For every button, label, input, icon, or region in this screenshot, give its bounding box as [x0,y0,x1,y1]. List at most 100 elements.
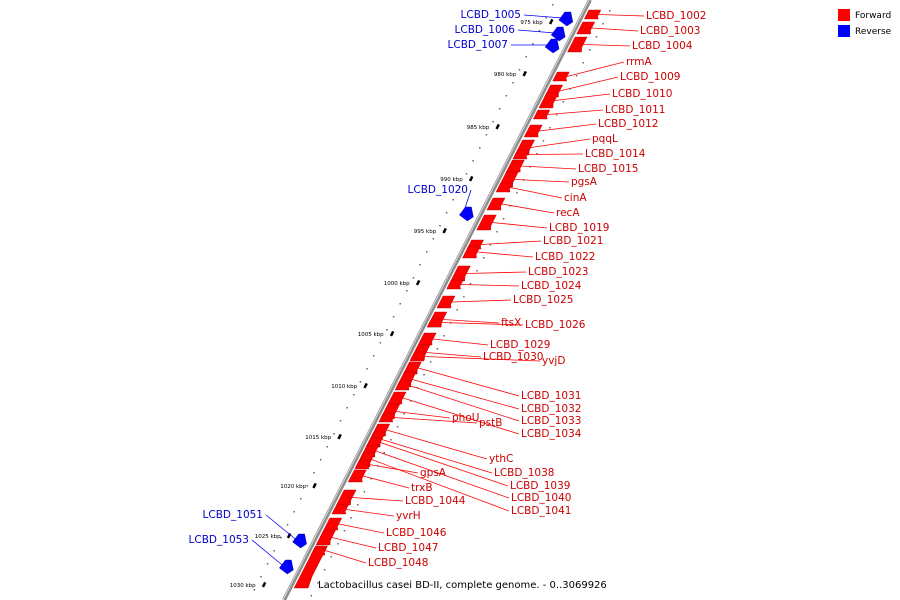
callout-line [443,319,500,324]
forward-gene-arrow [532,109,551,120]
callout-line [424,356,541,362]
callout-line [386,429,488,460]
genome-backbone [282,0,592,600]
forward-gene-label: cinA [564,192,587,204]
forward-gene-label: LCBD_1003 [640,25,700,37]
callout-line [530,138,591,148]
forward-gene-label: LCBD_1009 [620,71,680,83]
tick-mark [495,123,500,130]
callout-line [412,379,520,410]
forward-gene-arrow [323,517,343,531]
forward-gene-label: LCBD_1014 [585,148,646,160]
forward-gene-arrow [336,489,357,506]
callout-line [547,109,604,115]
callout-line [510,187,563,199]
forward-gene-arrow [486,197,506,211]
forward-gene-label: LCBD_1034 [521,428,582,440]
forward-gene-arrow [394,380,413,391]
tick-mark [312,482,317,489]
tick-label: 1000 kbp [384,281,410,287]
tick-mark [261,581,267,588]
legend-swatch-reverse [838,25,850,37]
forward-gene-label: trxB [411,482,433,494]
callout-line [477,251,534,258]
callout-line [514,179,570,183]
callout-line [539,123,597,132]
reverse-gene-arrow [544,38,560,54]
tick-label: 1010 kbp [331,384,357,390]
forward-gene-label: LCBD_1011 [605,104,665,116]
callout-line [325,550,367,564]
forward-gene-label: LCBD_1004 [632,40,693,52]
callout-line [251,539,284,567]
scale-ticks: 975 kbp 980 kbp 985 kbp 990 kbp 995 kbp 1000 … [230,18,554,589]
callout-line [352,497,404,502]
tick-label: 1015 kbp [305,435,331,441]
tick-mark [522,70,527,77]
forward-gene-arrow [417,332,437,346]
forward-gene-label: LCBD_1010 [612,88,672,100]
forward-gene-label: LCBD_1047 [378,542,438,554]
forward-gene-label: LCBD_1033 [521,415,581,427]
forward-gene-label: LCBD_1046 [386,527,447,539]
tick-label: 985 kbp [467,125,490,131]
forward-gene-label: LCBD_1023 [528,266,588,278]
reverse-gene-arrow [459,206,474,222]
tick-label: 980 kbp [494,72,517,78]
forward-gene-arrow [409,351,427,362]
callout-line [451,299,512,303]
callout-line [441,322,524,326]
callout-line [409,385,520,422]
forward-gene-label: ythC [489,453,513,465]
callout-line [396,411,451,419]
callout-line [338,523,385,534]
forward-gene-arrow [293,547,327,589]
callout-line [426,352,482,358]
forward-gene-arrow [476,214,497,231]
callout-line [393,417,478,424]
callout-line [492,222,548,229]
forward-gene-label: LCBD_1015 [578,163,638,175]
callout-line [402,397,520,435]
reverse-gene-label: LCBD_1051 [203,509,263,521]
forward-gene-arrow [495,182,513,193]
legend-label-reverse: Reverse [855,27,892,37]
forward-gene-label: rrmA [626,56,652,68]
callout-line [521,165,577,170]
forward-gene-label: LCBD_1029 [490,339,550,351]
callout-line [346,509,395,517]
forward-gene-label: LCBD_1032 [521,403,581,415]
forward-gene-arrow [576,21,596,35]
dotted-guides [253,4,611,597]
genome-backbone-highlight [282,0,590,600]
forward-gene-label: pqqL [592,133,618,145]
tick-label: 1020 kbp [280,484,306,490]
forward-gene-label: LCBD_1019 [549,222,609,234]
callout-line [481,240,542,245]
forward-gene-label: LCBD_1040 [511,492,571,504]
forward-gene-arrow [387,391,407,405]
forward-gene-label: LCBD_1024 [521,280,582,292]
forward-gene-arrow [378,412,396,423]
forward-gene-label: LCBD_1021 [543,235,603,247]
reverse-gene-arrow [558,11,574,27]
tick-mark [337,433,342,440]
callout-line [466,271,527,274]
legend-label-forward: Forward [855,11,891,21]
forward-gene-arrow [583,9,602,20]
tick-label: 995 kbp [414,229,437,235]
forward-gene-label: LCBD_1022 [535,251,595,263]
forward-gene-label: LCBD_1030 [483,351,543,363]
tick-mark [389,330,395,337]
forward-gene-arrow [462,245,481,259]
legend-swatch-forward [838,9,850,21]
callout-line [381,439,493,474]
callout-line [566,61,625,77]
callout-line [363,475,410,489]
forward-gene-arrow [347,469,367,483]
callout-line [591,27,639,32]
callout-line [523,14,563,19]
callout-line [265,514,297,541]
forward-gene-label: pstB [479,417,502,429]
